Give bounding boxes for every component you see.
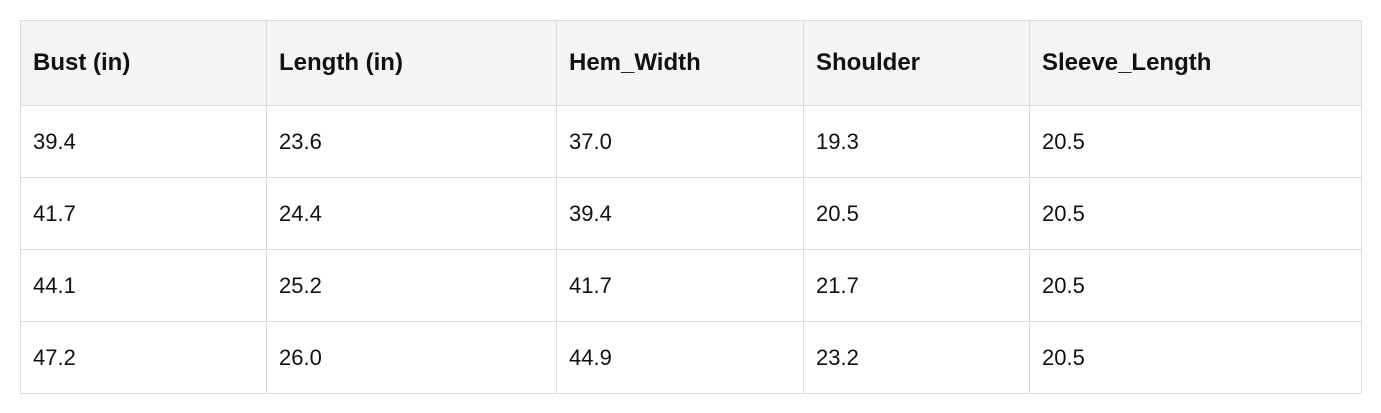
table-row: 39.4 23.6 37.0 19.3 20.5 xyxy=(20,105,1362,178)
table-cell: 41.7 xyxy=(556,249,804,322)
table-cell: 44.1 xyxy=(20,249,267,322)
header-cell: Bust (in) xyxy=(20,20,267,106)
table-cell: 44.9 xyxy=(556,321,804,394)
table-row: 44.1 25.2 41.7 21.7 20.5 xyxy=(20,249,1362,322)
header-cell: Sleeve_Length xyxy=(1029,20,1362,106)
table-row: 47.2 26.0 44.9 23.2 20.5 xyxy=(20,321,1362,394)
table-cell: 39.4 xyxy=(20,105,267,178)
table-cell: 23.6 xyxy=(266,105,557,178)
table-cell: 39.4 xyxy=(556,177,804,250)
size-table: Bust (in) Length (in) Hem_Width Shoulder Sle… xyxy=(20,20,1362,394)
table-cell: 37.0 xyxy=(556,105,804,178)
header-row: Bust (in) Length (in) Hem_Width Shoulder Sle… xyxy=(20,20,1362,106)
table-cell: 20.5 xyxy=(1029,105,1362,178)
table-row: 41.7 24.4 39.4 20.5 20.5 xyxy=(20,177,1362,250)
table-cell: 25.2 xyxy=(266,249,557,322)
header-cell: Hem_Width xyxy=(556,20,804,106)
table-cell: 47.2 xyxy=(20,321,267,394)
table-cell: 20.5 xyxy=(1029,177,1362,250)
table-cell: 41.7 xyxy=(20,177,267,250)
table-cell: 24.4 xyxy=(266,177,557,250)
table-cell: 19.3 xyxy=(803,105,1030,178)
table-cell: 26.0 xyxy=(266,321,557,394)
table-cell: 20.5 xyxy=(1029,249,1362,322)
header-cell: Length (in) xyxy=(266,20,557,106)
table-body: 39.4 23.6 37.0 19.3 20.5 41.7 24.4 39.4 20.5 20.5… xyxy=(20,105,1362,394)
header-cell: Shoulder xyxy=(803,20,1030,106)
table-cell: 23.2 xyxy=(803,321,1030,394)
table-cell: 21.7 xyxy=(803,249,1030,322)
table-cell: 20.5 xyxy=(1029,321,1362,394)
table-cell: 20.5 xyxy=(803,177,1030,250)
